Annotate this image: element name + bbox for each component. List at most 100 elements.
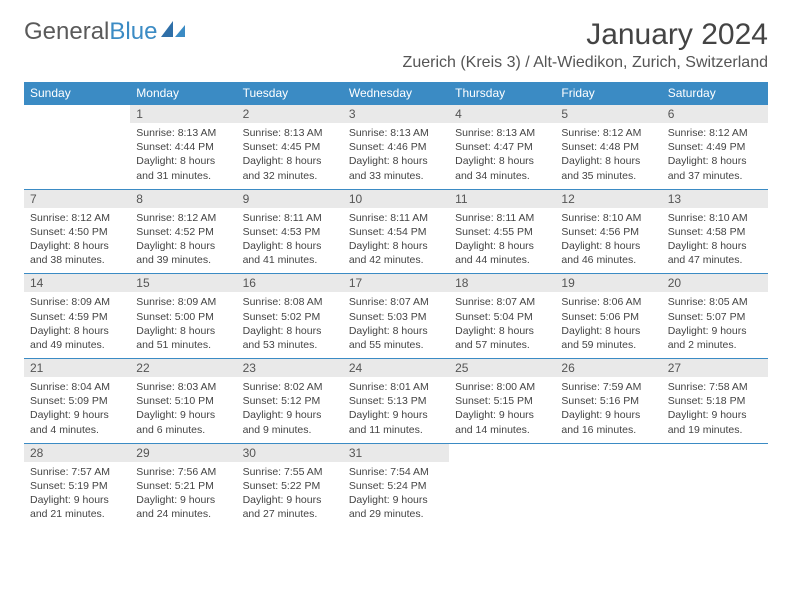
- sunset-text: Sunset: 5:15 PM: [455, 394, 549, 408]
- day-number: 4: [449, 105, 555, 123]
- day-body: Sunrise: 7:58 AMSunset: 5:18 PMDaylight:…: [662, 377, 768, 443]
- day-body: Sunrise: 8:07 AMSunset: 5:04 PMDaylight:…: [449, 292, 555, 358]
- day-body: [24, 109, 130, 165]
- day-number: 3: [343, 105, 449, 123]
- title-block: January 2024 Zuerich (Kreis 3) / Alt-Wie…: [403, 18, 768, 72]
- day-number: 1: [130, 105, 236, 123]
- calendar-week-row: 21Sunrise: 8:04 AMSunset: 5:09 PMDayligh…: [24, 359, 768, 444]
- day-number: 18: [449, 274, 555, 292]
- calendar-table: Sunday Monday Tuesday Wednesday Thursday…: [24, 82, 768, 527]
- sunrise-text: Sunrise: 8:13 AM: [455, 126, 549, 140]
- calendar-day-cell: 13Sunrise: 8:10 AMSunset: 4:58 PMDayligh…: [662, 189, 768, 274]
- sunset-text: Sunset: 5:13 PM: [349, 394, 443, 408]
- daylight-text: Daylight: 9 hours and 2 minutes.: [668, 324, 762, 352]
- sunrise-text: Sunrise: 7:58 AM: [668, 380, 762, 394]
- sunset-text: Sunset: 4:46 PM: [349, 140, 443, 154]
- sunset-text: Sunset: 5:06 PM: [561, 310, 655, 324]
- calendar-day-cell: 15Sunrise: 8:09 AMSunset: 5:00 PMDayligh…: [130, 274, 236, 359]
- sunrise-text: Sunrise: 8:10 AM: [561, 211, 655, 225]
- calendar-day-cell: [555, 443, 661, 527]
- header: GeneralBlue January 2024 Zuerich (Kreis …: [24, 18, 768, 72]
- day-body: Sunrise: 8:02 AMSunset: 5:12 PMDaylight:…: [237, 377, 343, 443]
- day-body: Sunrise: 8:06 AMSunset: 5:06 PMDaylight:…: [555, 292, 661, 358]
- calendar-day-cell: [24, 105, 130, 190]
- day-body: Sunrise: 8:11 AMSunset: 4:55 PMDaylight:…: [449, 208, 555, 274]
- day-body: Sunrise: 8:04 AMSunset: 5:09 PMDaylight:…: [24, 377, 130, 443]
- sunset-text: Sunset: 5:24 PM: [349, 479, 443, 493]
- day-number: 21: [24, 359, 130, 377]
- day-body: [555, 448, 661, 504]
- sunrise-text: Sunrise: 8:01 AM: [349, 380, 443, 394]
- sunrise-text: Sunrise: 7:55 AM: [243, 465, 337, 479]
- daylight-text: Daylight: 9 hours and 29 minutes.: [349, 493, 443, 521]
- sunset-text: Sunset: 4:58 PM: [668, 225, 762, 239]
- calendar-day-cell: 17Sunrise: 8:07 AMSunset: 5:03 PMDayligh…: [343, 274, 449, 359]
- calendar-week-row: 28Sunrise: 7:57 AMSunset: 5:19 PMDayligh…: [24, 443, 768, 527]
- sunrise-text: Sunrise: 8:09 AM: [136, 295, 230, 309]
- day-body: Sunrise: 7:55 AMSunset: 5:22 PMDaylight:…: [237, 462, 343, 528]
- calendar-day-cell: 5Sunrise: 8:12 AMSunset: 4:48 PMDaylight…: [555, 105, 661, 190]
- daylight-text: Daylight: 8 hours and 34 minutes.: [455, 154, 549, 182]
- daylight-text: Daylight: 8 hours and 55 minutes.: [349, 324, 443, 352]
- calendar-day-cell: [449, 443, 555, 527]
- sunset-text: Sunset: 5:09 PM: [30, 394, 124, 408]
- sunset-text: Sunset: 4:48 PM: [561, 140, 655, 154]
- sunrise-text: Sunrise: 8:13 AM: [349, 126, 443, 140]
- day-number: 22: [130, 359, 236, 377]
- month-title: January 2024: [403, 18, 768, 52]
- day-number: 13: [662, 190, 768, 208]
- day-number: 5: [555, 105, 661, 123]
- sunrise-text: Sunrise: 8:13 AM: [243, 126, 337, 140]
- daylight-text: Daylight: 8 hours and 42 minutes.: [349, 239, 443, 267]
- day-body: Sunrise: 8:12 AMSunset: 4:52 PMDaylight:…: [130, 208, 236, 274]
- day-body: Sunrise: 8:13 AMSunset: 4:44 PMDaylight:…: [130, 123, 236, 189]
- day-number: 31: [343, 444, 449, 462]
- sunset-text: Sunset: 5:10 PM: [136, 394, 230, 408]
- daylight-text: Daylight: 9 hours and 4 minutes.: [30, 408, 124, 436]
- day-body: Sunrise: 8:10 AMSunset: 4:56 PMDaylight:…: [555, 208, 661, 274]
- calendar-day-cell: 7Sunrise: 8:12 AMSunset: 4:50 PMDaylight…: [24, 189, 130, 274]
- sunrise-text: Sunrise: 7:56 AM: [136, 465, 230, 479]
- daylight-text: Daylight: 9 hours and 24 minutes.: [136, 493, 230, 521]
- daylight-text: Daylight: 9 hours and 16 minutes.: [561, 408, 655, 436]
- calendar-day-cell: 19Sunrise: 8:06 AMSunset: 5:06 PMDayligh…: [555, 274, 661, 359]
- day-body: Sunrise: 8:05 AMSunset: 5:07 PMDaylight:…: [662, 292, 768, 358]
- calendar-day-cell: 24Sunrise: 8:01 AMSunset: 5:13 PMDayligh…: [343, 359, 449, 444]
- weekday-header: Thursday: [449, 82, 555, 105]
- daylight-text: Daylight: 8 hours and 46 minutes.: [561, 239, 655, 267]
- logo-text-2: Blue: [109, 18, 157, 46]
- calendar-day-cell: 31Sunrise: 7:54 AMSunset: 5:24 PMDayligh…: [343, 443, 449, 527]
- sunrise-text: Sunrise: 7:59 AM: [561, 380, 655, 394]
- calendar-day-cell: 30Sunrise: 7:55 AMSunset: 5:22 PMDayligh…: [237, 443, 343, 527]
- sunrise-text: Sunrise: 8:04 AM: [30, 380, 124, 394]
- logo: GeneralBlue: [24, 18, 187, 46]
- daylight-text: Daylight: 8 hours and 33 minutes.: [349, 154, 443, 182]
- day-number: 15: [130, 274, 236, 292]
- day-number: 12: [555, 190, 661, 208]
- day-body: Sunrise: 8:10 AMSunset: 4:58 PMDaylight:…: [662, 208, 768, 274]
- day-body: Sunrise: 8:13 AMSunset: 4:47 PMDaylight:…: [449, 123, 555, 189]
- calendar-day-cell: 14Sunrise: 8:09 AMSunset: 4:59 PMDayligh…: [24, 274, 130, 359]
- sunset-text: Sunset: 4:45 PM: [243, 140, 337, 154]
- calendar-day-cell: 4Sunrise: 8:13 AMSunset: 4:47 PMDaylight…: [449, 105, 555, 190]
- day-number: 2: [237, 105, 343, 123]
- calendar-day-cell: 28Sunrise: 7:57 AMSunset: 5:19 PMDayligh…: [24, 443, 130, 527]
- sunrise-text: Sunrise: 8:08 AM: [243, 295, 337, 309]
- sunset-text: Sunset: 5:02 PM: [243, 310, 337, 324]
- day-body: Sunrise: 8:09 AMSunset: 5:00 PMDaylight:…: [130, 292, 236, 358]
- daylight-text: Daylight: 8 hours and 59 minutes.: [561, 324, 655, 352]
- sunrise-text: Sunrise: 8:06 AM: [561, 295, 655, 309]
- calendar-day-cell: 23Sunrise: 8:02 AMSunset: 5:12 PMDayligh…: [237, 359, 343, 444]
- calendar-day-cell: 12Sunrise: 8:10 AMSunset: 4:56 PMDayligh…: [555, 189, 661, 274]
- weekday-header-row: Sunday Monday Tuesday Wednesday Thursday…: [24, 82, 768, 105]
- calendar-day-cell: 26Sunrise: 7:59 AMSunset: 5:16 PMDayligh…: [555, 359, 661, 444]
- day-number: 28: [24, 444, 130, 462]
- day-body: Sunrise: 8:13 AMSunset: 4:46 PMDaylight:…: [343, 123, 449, 189]
- weekday-header: Wednesday: [343, 82, 449, 105]
- sunrise-text: Sunrise: 7:57 AM: [30, 465, 124, 479]
- daylight-text: Daylight: 9 hours and 27 minutes.: [243, 493, 337, 521]
- day-body: Sunrise: 8:12 AMSunset: 4:48 PMDaylight:…: [555, 123, 661, 189]
- day-body: [449, 448, 555, 504]
- sunset-text: Sunset: 4:55 PM: [455, 225, 549, 239]
- sunset-text: Sunset: 5:03 PM: [349, 310, 443, 324]
